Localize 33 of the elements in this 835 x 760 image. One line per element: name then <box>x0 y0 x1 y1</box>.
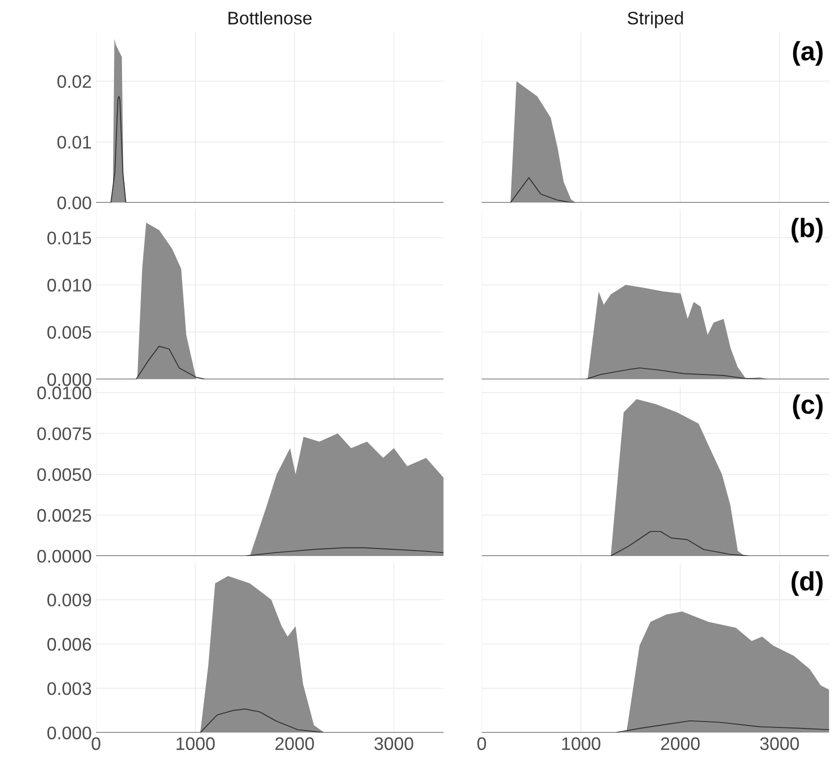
y-tick-label: 0.000 <box>47 726 92 740</box>
x-tick-label: 3000 <box>374 737 414 750</box>
annotation: (a) <box>793 41 823 66</box>
x-tick-label: 0 <box>92 737 100 750</box>
annotation: (b) <box>792 218 823 242</box>
line-series <box>96 547 444 556</box>
y-tick-label: 0.0100 <box>37 386 92 400</box>
y-tick-label: 0.006 <box>47 638 92 651</box>
x-tick-label: 1000 <box>176 737 215 750</box>
y-tick-label: 0.0025 <box>37 509 92 522</box>
y-tick-label: 0.010 <box>47 278 92 292</box>
y-tick-label: 0.00 <box>57 196 92 210</box>
line-series <box>96 96 444 203</box>
y-tick-label: 0.005 <box>47 326 92 339</box>
annotation: (c) <box>793 394 823 420</box>
annotation: (d) <box>792 571 823 596</box>
y-tick-label: 0.0050 <box>37 468 92 481</box>
x-tick-label: 2000 <box>275 737 314 750</box>
y-tick-label: 0.0000 <box>37 550 92 563</box>
line-series <box>96 708 444 733</box>
y-tick-label: 0.01 <box>57 136 91 149</box>
y-tick-label: 0.000 <box>47 373 92 386</box>
y-tick-label: 0.015 <box>47 232 92 244</box>
chart-title: Striped <box>628 11 683 28</box>
y-tick-label: 0.009 <box>47 594 92 606</box>
x-tick-label: 2000 <box>661 737 700 750</box>
y-tick-label: 0.0075 <box>37 427 92 440</box>
y-tick-label: 0.02 <box>57 75 91 88</box>
x-tick-label: 1000 <box>562 737 600 750</box>
chart-title: Bottlenose <box>228 11 312 25</box>
x-tick-label: 3000 <box>760 737 799 750</box>
x-tick-label: 0 <box>477 737 486 750</box>
y-tick-label: 0.003 <box>47 682 92 696</box>
